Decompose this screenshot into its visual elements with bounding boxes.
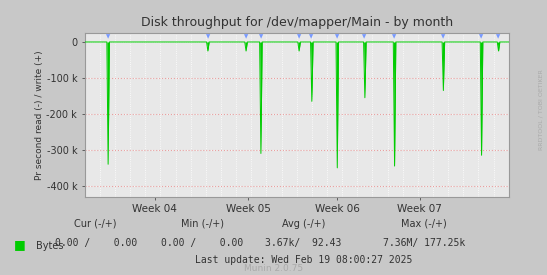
Text: 3.67k/  92.43: 3.67k/ 92.43 xyxy=(265,238,342,248)
Text: Last update: Wed Feb 19 08:00:27 2025: Last update: Wed Feb 19 08:00:27 2025 xyxy=(195,255,412,265)
Y-axis label: Pr second read (-) / write (+): Pr second read (-) / write (+) xyxy=(34,50,44,180)
Text: ▼: ▼ xyxy=(392,34,397,39)
Text: ▼: ▼ xyxy=(244,34,248,39)
Text: ▼: ▼ xyxy=(479,34,484,39)
Text: ▼: ▼ xyxy=(259,34,263,39)
Text: ▼: ▼ xyxy=(363,34,366,39)
Text: Munin 2.0.75: Munin 2.0.75 xyxy=(244,264,303,273)
Text: ▼: ▼ xyxy=(206,34,210,39)
Text: ▼: ▼ xyxy=(441,34,445,39)
Text: 0.00 /    0.00: 0.00 / 0.00 xyxy=(161,238,243,248)
Text: Max (-/+): Max (-/+) xyxy=(401,219,447,229)
Text: ▼: ▼ xyxy=(310,34,314,39)
Text: ▼: ▼ xyxy=(496,34,501,39)
Text: Bytes: Bytes xyxy=(36,241,63,251)
Title: Disk throughput for /dev/mapper/Main - by month: Disk throughput for /dev/mapper/Main - b… xyxy=(141,16,453,29)
Text: ■: ■ xyxy=(14,238,25,251)
Text: RRDTOOL / TOBI OETIKER: RRDTOOL / TOBI OETIKER xyxy=(538,70,543,150)
Text: ▼: ▼ xyxy=(335,34,339,39)
Text: ▼: ▼ xyxy=(296,34,301,39)
Text: Min (-/+): Min (-/+) xyxy=(181,219,224,229)
Text: Cur (-/+): Cur (-/+) xyxy=(74,219,117,229)
Text: 7.36M/ 177.25k: 7.36M/ 177.25k xyxy=(383,238,465,248)
Text: 0.00 /    0.00: 0.00 / 0.00 xyxy=(55,238,137,248)
Text: Avg (-/+): Avg (-/+) xyxy=(282,219,325,229)
Text: ▼: ▼ xyxy=(106,34,110,39)
